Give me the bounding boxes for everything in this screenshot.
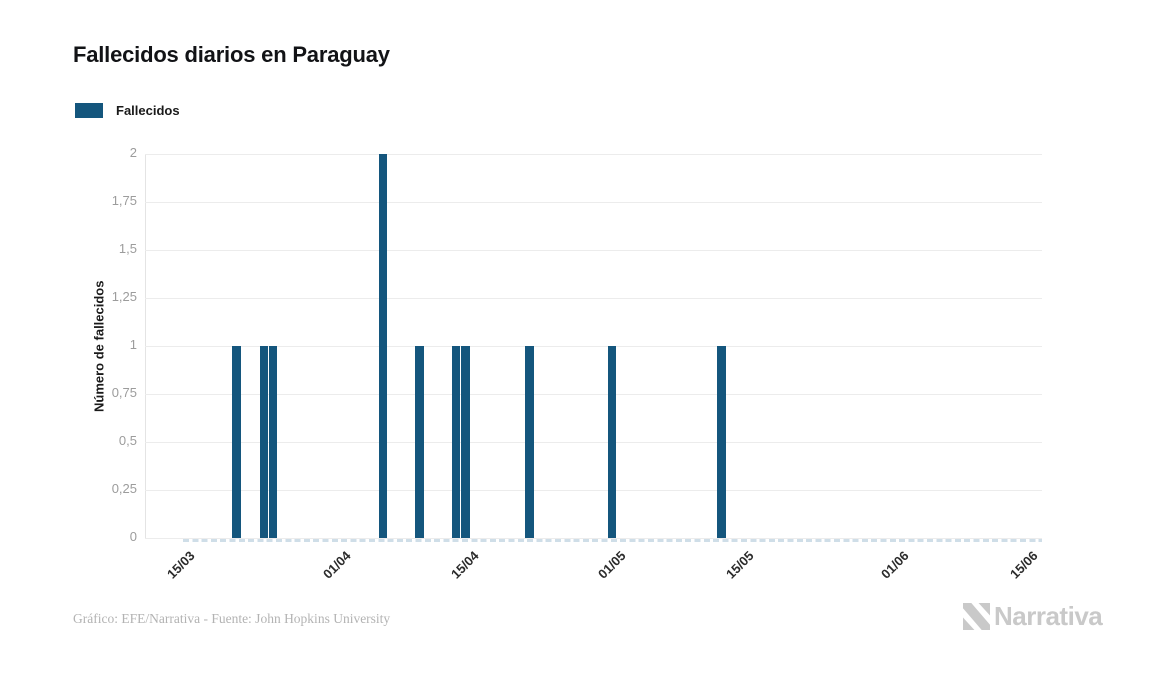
legend-swatch-icon xyxy=(75,103,103,118)
plot-area xyxy=(145,153,1042,542)
x-tick-label: 15/04 xyxy=(448,548,482,582)
bar-14/05[interactable] xyxy=(717,346,726,538)
y-gridline xyxy=(145,153,1042,155)
bar-25/03[interactable] xyxy=(259,346,269,538)
y-tick-label: 1,75 xyxy=(111,193,137,208)
narrativa-n-icon xyxy=(963,603,990,630)
x-tick-label: 01/05 xyxy=(594,548,629,582)
bar-23/04[interactable] xyxy=(525,346,534,538)
legend-label: Fallecidos xyxy=(116,103,180,118)
bar-02/05[interactable] xyxy=(607,346,617,538)
x-tick-label: 15/06 xyxy=(1006,548,1041,582)
y-axis-tick-labels: 0 0,25 0,5 0,75 1 1,25 1,5 1,75 2 xyxy=(0,145,137,544)
y-gridline xyxy=(145,489,1042,491)
y-tick-label: 2 xyxy=(129,145,137,160)
bar-15/04[interactable] xyxy=(451,346,461,538)
bar-22/03[interactable] xyxy=(232,346,241,538)
y-tick-label: 1,5 xyxy=(118,241,137,256)
narrativa-logo: Narrativa xyxy=(963,601,1103,632)
y-tick-label: 0,5 xyxy=(118,433,137,448)
y-gridline xyxy=(145,537,1042,539)
x-tick-label: 15/03 xyxy=(164,548,199,582)
y-gridline xyxy=(145,297,1042,299)
y-gridline xyxy=(145,249,1042,251)
y-gridline xyxy=(145,441,1042,443)
y-gridline xyxy=(145,201,1042,203)
y-gridline xyxy=(145,393,1042,395)
zero-baseline-dashes xyxy=(183,539,1042,542)
y-tick-label: 1,25 xyxy=(111,289,137,304)
x-tick-label: 15/05 xyxy=(722,548,757,582)
y-tick-label: 0 xyxy=(129,529,137,544)
x-tick-label: 01/06 xyxy=(878,548,912,582)
bar-16/04[interactable] xyxy=(461,346,470,538)
x-axis-tick-labels: 15/03 01/04 15/04 01/05 15/05 01/06 15/06 xyxy=(145,548,1042,608)
y-axis-line xyxy=(145,154,146,539)
chart-title: Fallecidos diarios en Paraguay xyxy=(73,42,390,67)
bar-26/03[interactable] xyxy=(268,346,278,538)
y-tick-label: 1 xyxy=(129,337,137,352)
y-tick-label: 0,75 xyxy=(111,385,137,400)
bar-11/04[interactable] xyxy=(415,346,424,538)
bar-07/04[interactable] xyxy=(378,154,388,538)
legend-item-fallecidos[interactable]: Fallecidos xyxy=(75,103,180,118)
y-tick-label: 0,25 xyxy=(111,481,137,496)
x-tick-label: 01/04 xyxy=(320,548,354,582)
narrativa-logo-text: Narrativa xyxy=(994,601,1103,631)
y-gridline xyxy=(145,345,1042,347)
credit-text: Gráfico: EFE/Narrativa - Fuente: John Ho… xyxy=(73,611,391,626)
